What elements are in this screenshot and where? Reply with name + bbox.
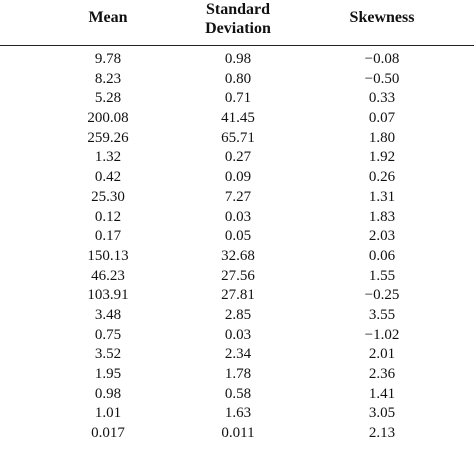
cell-skewness: 2.13 [368, 425, 396, 442]
cell-mean: 46.23 [91, 267, 125, 284]
table-row: 0.98 0.58 1.41 [0, 385, 474, 405]
cell-standard-deviation: 0.98 [224, 51, 252, 67]
cell-mean: 5.28 [94, 90, 122, 107]
cell-skewness: 1.55 [368, 267, 396, 284]
table-row: 25.30 7.27 1.31 [0, 188, 474, 208]
header-standard-deviation: Standard Deviation [168, 0, 308, 38]
cell-standard-deviation: 27.56 [221, 267, 255, 284]
cell-skewness: 1.83 [368, 208, 396, 225]
cell-standard-deviation: 1.78 [224, 366, 252, 382]
cell-mean: 1.01 [94, 405, 122, 422]
cell-skewness: −0.08 [364, 51, 400, 67]
table-row: 3.48 2.85 3.55 [0, 306, 474, 326]
table-header: Mean Standard Deviation Skewness [0, 0, 474, 44]
table-row: 1.01 1.63 3.05 [0, 404, 474, 424]
cell-skewness: −1.02 [364, 326, 400, 343]
cell-skewness: 0.26 [368, 169, 396, 186]
cell-mean: 1.32 [94, 149, 122, 166]
cell-standard-deviation: 0.03 [224, 326, 252, 343]
cell-standard-deviation: 2.85 [224, 306, 252, 323]
table-row: 200.08 41.45 0.07 [0, 109, 474, 129]
table-row: 8.23 0.80 −0.50 [0, 70, 474, 90]
table-row: 0.75 0.03 −1.02 [0, 326, 474, 346]
cell-mean: 103.91 [87, 287, 129, 304]
cell-standard-deviation: 1.63 [224, 405, 252, 422]
cell-skewness: 2.01 [368, 346, 396, 363]
table-row: 1.95 1.78 2.36 [0, 365, 474, 385]
cell-skewness: 1.92 [368, 149, 396, 166]
cell-standard-deviation: 0.05 [224, 228, 252, 245]
cell-standard-deviation: 2.34 [224, 346, 252, 363]
table-row: 46.23 27.56 1.55 [0, 267, 474, 287]
header-std-line1: Standard [205, 1, 271, 18]
cell-mean: 200.08 [87, 110, 129, 127]
table-row: 0.12 0.03 1.83 [0, 208, 474, 228]
cell-skewness: −0.25 [364, 287, 400, 304]
table-row: 259.26 65.71 1.80 [0, 129, 474, 149]
table-row: 103.91 27.81 −0.25 [0, 286, 474, 306]
cell-mean: 0.98 [94, 385, 122, 402]
cell-standard-deviation: 32.68 [221, 247, 255, 264]
cell-mean: 259.26 [87, 129, 129, 146]
cell-skewness: 0.07 [368, 110, 396, 127]
cell-standard-deviation: 41.45 [221, 110, 255, 127]
cell-standard-deviation: 27.81 [221, 287, 255, 304]
table-row: 150.13 32.68 0.06 [0, 247, 474, 267]
cell-standard-deviation: 0.58 [224, 385, 252, 402]
header-std-line2: Deviation [205, 20, 271, 37]
cell-mean: 0.017 [91, 425, 125, 442]
cell-skewness: 3.05 [368, 405, 396, 422]
table-row: 1.32 0.27 1.92 [0, 148, 474, 168]
cell-mean: 8.23 [94, 70, 122, 87]
table-row: 0.017 0.011 2.13 [0, 424, 474, 444]
cell-mean: 150.13 [87, 247, 129, 264]
table-body: 9.78 0.98 −0.08 8.23 0.80 −0.50 5.28 0.71 0.33 20… [0, 50, 474, 444]
cell-standard-deviation: 65.71 [221, 129, 255, 146]
cell-mean: 3.52 [94, 346, 122, 363]
table-row: 0.17 0.05 2.03 [0, 227, 474, 247]
cell-mean: 0.17 [94, 228, 122, 245]
cell-mean: 0.12 [94, 208, 122, 225]
cell-skewness: 1.80 [368, 129, 396, 146]
cell-standard-deviation: 0.03 [224, 208, 252, 225]
cell-skewness: 2.36 [368, 366, 396, 382]
cell-skewness: 0.33 [368, 90, 396, 107]
cell-skewness: 2.03 [368, 228, 396, 245]
cell-skewness: 0.06 [368, 247, 396, 264]
header-skewness: Skewness [349, 9, 415, 26]
cell-skewness: 1.31 [368, 188, 396, 205]
header-rule [0, 45, 474, 46]
cell-mean: 9.78 [94, 51, 122, 67]
cell-mean: 0.42 [94, 169, 122, 186]
table-row: 0.42 0.09 0.26 [0, 168, 474, 188]
cell-standard-deviation: 0.09 [224, 169, 252, 186]
cell-skewness: 1.41 [368, 385, 396, 402]
cell-mean: 25.30 [91, 188, 125, 205]
table-row: 9.78 0.98 −0.08 [0, 50, 474, 70]
cell-standard-deviation: 0.71 [224, 90, 252, 107]
table-row: 5.28 0.71 0.33 [0, 89, 474, 109]
header-mean: Mean [88, 9, 128, 26]
cell-mean: 3.48 [94, 306, 122, 323]
cell-skewness: −0.50 [364, 70, 400, 87]
cell-standard-deviation: 0.011 [221, 425, 255, 442]
cell-mean: 1.95 [94, 366, 122, 382]
cell-standard-deviation: 7.27 [224, 188, 252, 205]
cell-mean: 0.75 [94, 326, 122, 343]
cell-standard-deviation: 0.27 [224, 149, 252, 166]
cell-standard-deviation: 0.80 [224, 70, 252, 87]
table-row: 3.52 2.34 2.01 [0, 345, 474, 365]
cell-skewness: 3.55 [368, 306, 396, 323]
